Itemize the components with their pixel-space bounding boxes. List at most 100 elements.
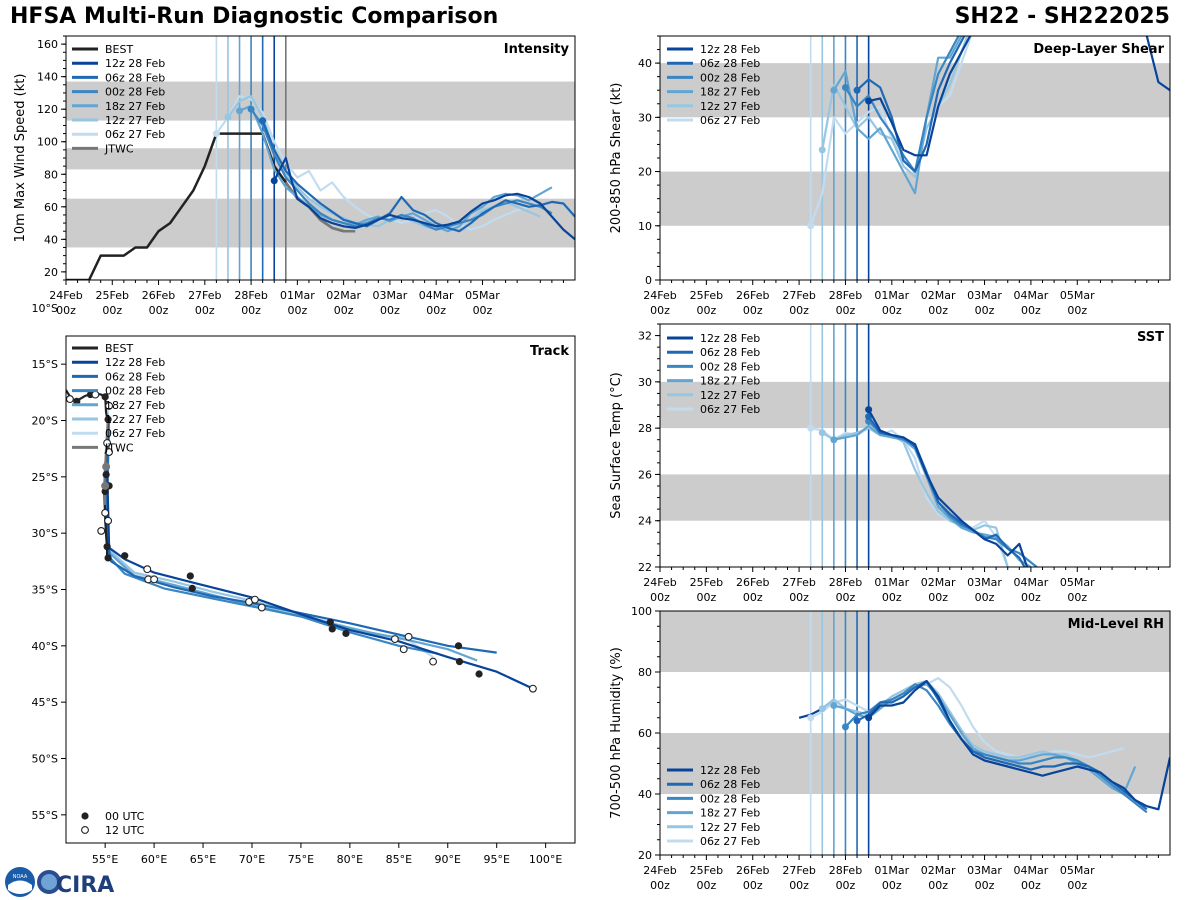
shear-panel-title: Deep-Layer Shear — [1033, 42, 1164, 57]
intensity-legend-label: 18z 27 Feb — [105, 100, 165, 113]
track-legend-label: BEST — [105, 342, 133, 355]
track-xtick-label: 85°E — [386, 853, 412, 866]
track-legend-label: 18z 27 Feb — [105, 399, 165, 412]
track-marker-00utc — [475, 670, 483, 678]
shear-xtick-label: 05Mar — [1060, 289, 1095, 302]
rh-ylabel: 700-500 hPa Humidity (%) — [609, 647, 624, 819]
track-marker-12utc — [404, 632, 413, 641]
intensity-series-line — [273, 156, 575, 241]
track-marker-12utc — [399, 645, 408, 654]
intensity-xtick-label: 05Mar — [465, 289, 500, 302]
intensity-ytick-label: 80 — [44, 168, 58, 181]
intensity-ytick-label: 140 — [37, 71, 58, 84]
rh-xtick-sublabel: 00z — [928, 879, 948, 892]
track-series-line — [104, 420, 439, 655]
shear-xtick-label: 02Mar — [921, 289, 956, 302]
intensity-xtick-label: 02Mar — [326, 289, 361, 302]
rh-series-init-point — [830, 702, 838, 710]
intensity-xtick-sublabel: 00z — [241, 304, 261, 317]
track-marker-00utc — [103, 543, 111, 551]
sst-xtick-label: 25Feb — [690, 576, 723, 589]
sst-ytick-label: 22 — [638, 561, 652, 574]
sst-ytick-label: 28 — [638, 422, 652, 435]
intensity-series-init-point — [270, 177, 278, 185]
rh-series-line — [810, 676, 1124, 759]
track-xtick-label: 70°E — [239, 853, 265, 866]
sst-xtick-sublabel: 00z — [789, 591, 809, 604]
track-xtick-label: 65°E — [190, 853, 216, 866]
rh-ytick-label: 20 — [638, 849, 652, 862]
sst-xtick-sublabel: 00z — [1021, 591, 1041, 604]
track-marker-12utc — [66, 395, 74, 404]
shear-plot-area — [660, 36, 1170, 280]
sst-xtick-sublabel: 00z — [650, 591, 670, 604]
shear-xtick-sublabel: 00z — [882, 304, 902, 317]
track-series-line — [104, 406, 434, 659]
shear-xtick-sublabel: 00z — [928, 304, 948, 317]
shear-xtick-sublabel: 00z — [1067, 304, 1087, 317]
shear-legend-label: 06z 27 Feb — [700, 114, 760, 127]
intensity-legend-label: 12z 27 Feb — [105, 114, 165, 127]
rh-legend-label: 12z 27 Feb — [700, 821, 760, 834]
track-marker-00utc — [101, 393, 109, 401]
intensity-series-init-point — [236, 107, 244, 115]
track-marker-12utc — [97, 526, 106, 535]
intensity-panel-title: Intensity — [504, 42, 570, 57]
track-marker-00utc — [328, 625, 336, 633]
rh-legend-label: 12z 28 Feb — [700, 764, 760, 777]
rh-series-init-point — [853, 717, 861, 725]
track-ytick-label: 55°S — [32, 809, 58, 822]
intensity-shade-band — [66, 81, 575, 121]
track-panel-title: Track — [530, 344, 569, 359]
track-marker-12utc — [150, 575, 159, 584]
rh-ytick-label: 40 — [638, 788, 652, 801]
track-marker-12utc — [390, 635, 399, 644]
rh-ytick-label: 60 — [638, 727, 652, 740]
shear-xtick-label: 26Feb — [736, 289, 769, 302]
sst-series-line — [810, 427, 1009, 567]
track-marker-12utc — [91, 390, 100, 399]
intensity-xtick-label: 27Feb — [188, 289, 221, 302]
shear-xtick-sublabel: 00z — [975, 304, 995, 317]
track-marker-12utc — [143, 565, 152, 574]
rh-xtick-sublabel: 00z — [696, 879, 716, 892]
intensity-shade-band — [66, 148, 575, 170]
shear-series-line — [844, 36, 960, 173]
intensity-series-init-point — [247, 105, 255, 113]
track-marker-00utc — [102, 470, 110, 479]
track-xtick-label: 80°E — [337, 853, 363, 866]
intensity-xtick-sublabel: 00z — [380, 304, 400, 317]
intensity-series-init-point — [259, 117, 267, 125]
shear-ytick-label: 0 — [645, 274, 652, 287]
rh-legend-label: 18z 27 Feb — [700, 807, 760, 820]
rh-xtick-sublabel: 00z — [836, 879, 856, 892]
shear-xtick-label: 24Feb — [643, 289, 676, 302]
intensity-ytick-label: 120 — [37, 103, 58, 116]
track-legend-label: 12z 28 Feb — [105, 356, 165, 369]
intensity-ylabel: 10m Max Wind Speed (kt) — [13, 74, 28, 243]
intensity-xtick-label: 03Mar — [373, 289, 408, 302]
intensity-series-line — [250, 108, 553, 231]
intensity-series-init-point — [224, 113, 232, 121]
track-legend-label: 06z 28 Feb — [105, 370, 165, 383]
shear-xtick-sublabel: 00z — [743, 304, 763, 317]
shear-legend-label: 00z 28 Feb — [700, 71, 760, 84]
sst-ytick-label: 26 — [638, 468, 652, 481]
intensity-series-line — [261, 120, 575, 233]
shear-shade-band — [660, 171, 1170, 226]
rh-xtick-sublabel: 00z — [743, 879, 763, 892]
track-legend-label: 00z 28 Feb — [105, 385, 165, 398]
sst-legend-label: 12z 27 Feb — [700, 389, 760, 402]
track-marker-12utc — [257, 603, 266, 612]
shear-ytick-label: 40 — [638, 57, 652, 70]
shear-xtick-label: 28Feb — [829, 289, 862, 302]
sst-xtick-label: 28Feb — [829, 576, 862, 589]
track-marker-12utc — [103, 439, 112, 447]
shear-series-init-point — [865, 97, 873, 105]
track-xtick-label: 100°E — [529, 853, 562, 866]
sst-xtick-label: 05Mar — [1060, 576, 1095, 589]
noaa-logo-text: NOAA — [13, 874, 28, 880]
sst-ytick-label: 32 — [638, 330, 652, 343]
track-marker-jtwc — [101, 481, 110, 490]
shear-xtick-sublabel: 00z — [1021, 304, 1041, 317]
